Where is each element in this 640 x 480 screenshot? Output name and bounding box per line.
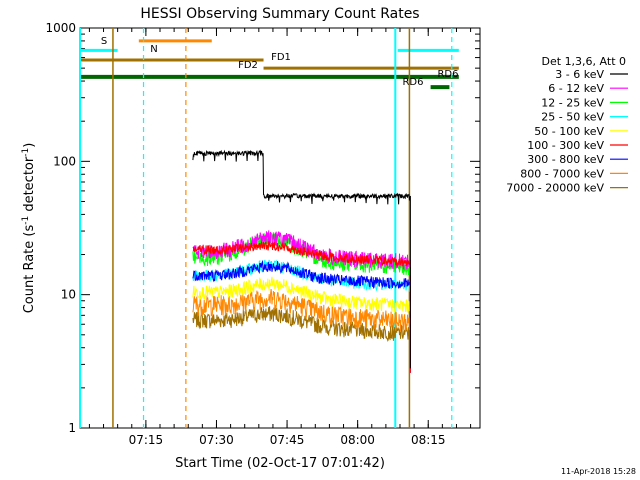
legend-label: 800 - 7000 keV [520,167,604,180]
flag-label: S [101,36,107,47]
flag-label: FD1 [271,52,291,63]
legend-label: 6 - 12 keV [548,82,604,95]
y-axis: 1 10 100 1000 [45,21,480,435]
y-tick-label: 10 [61,288,76,302]
series-line [192,276,411,373]
chart-title: HESSI Observing Summary Count Rates [140,6,419,22]
x-tick-label: 07:30 [199,433,234,447]
flag-label: N [150,44,157,55]
y-tick-label: 1000 [45,21,76,35]
legend-label: 25 - 50 keV [541,111,604,124]
legend-label: 50 - 100 keV [534,125,604,138]
x-axis: 07:15 07:30 07:45 08:00 08:15 [88,28,472,447]
series-line [192,230,411,373]
x-tick-label: 08:00 [340,433,375,447]
observing-flags: S N FD1 FD2 RD6 RD6 [79,28,459,428]
legend-label: 12 - 25 keV [541,96,604,109]
plot-frame [79,27,481,429]
footer-date: 11-Apr-2018 15:28 [561,467,636,476]
legend-header: Det 1,3,6, Att 0 [542,55,626,68]
y-tick-label: 100 [53,154,76,168]
legend-label: 100 - 300 keV [527,139,604,152]
x-tick-label: 07:45 [270,433,305,447]
series-line [192,259,411,373]
y-axis-label: Count Rate (s-1 detector-1) [21,143,37,314]
x-tick-label: 08:15 [411,433,446,447]
legend-label: 7000 - 20000 keV [506,182,604,195]
y-tick-label: 1 [68,421,76,435]
flag-label: RD6 [402,77,423,88]
flag-label: RD6 [437,69,458,80]
legend-label: 3 - 6 keV [555,68,604,81]
series-line [192,240,411,373]
x-tick-label: 07:15 [129,433,164,447]
legend-label: 300 - 800 keV [527,153,604,166]
x-axis-label: Start Time (02-Oct-17 07:01:42) [175,456,385,471]
flag-label: FD2 [238,60,258,71]
series-group [192,149,411,373]
series-line [192,149,411,369]
